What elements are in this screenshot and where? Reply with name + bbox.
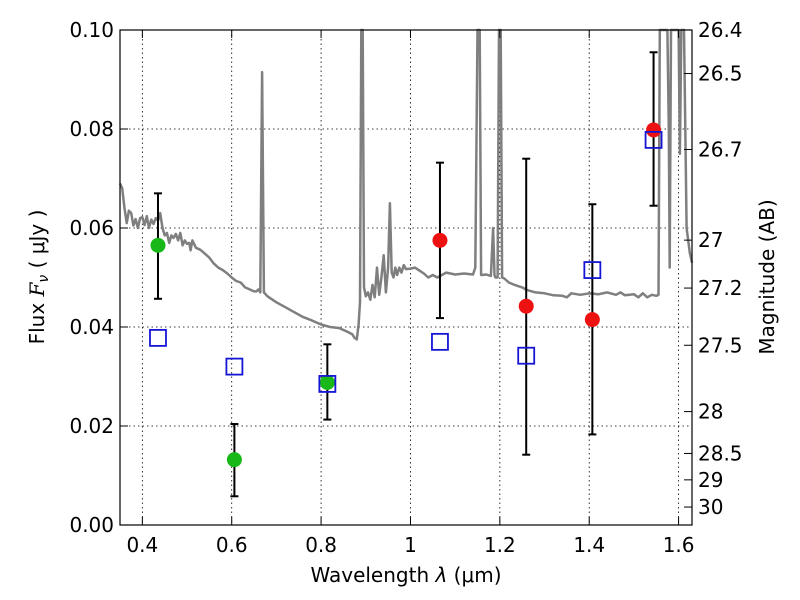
sed-model-curve bbox=[118, 28, 694, 341]
axis-ticks: 0.4 0.6 0.8 1 1.2 1.4 1.6 0.00 0.02 0.04 0.06 0.08 0… bbox=[69, 18, 742, 557]
observed-flux-point bbox=[432, 232, 448, 248]
magnitude-tick-label: 28.5 bbox=[698, 441, 743, 465]
observed-flux-point bbox=[646, 122, 662, 138]
magnitude-tick-label: 27.5 bbox=[698, 333, 743, 357]
x-tick-label: 0.8 bbox=[305, 533, 337, 557]
y-tick-label: 0.02 bbox=[69, 414, 114, 438]
observed-flux-point bbox=[518, 298, 534, 314]
magnitude-tick-label: 26.4 bbox=[698, 18, 743, 42]
sed-model-layer bbox=[118, 28, 694, 341]
x-tick-label: 1 bbox=[404, 533, 417, 557]
y-axis-label: Flux Fν ( μJy ) bbox=[25, 210, 52, 345]
magnitude-tick-label: 27.2 bbox=[698, 276, 743, 300]
model-photometry-square bbox=[583, 261, 602, 279]
observed-flux-point bbox=[584, 312, 600, 328]
y-tick-label: 0.10 bbox=[69, 18, 114, 42]
observed-flux-point bbox=[319, 374, 335, 390]
magnitude-tick-label: 26.7 bbox=[698, 137, 743, 161]
magnitude-tick-label: 27 bbox=[698, 228, 723, 252]
x-axis-label: Wavelength λ (μm) bbox=[310, 563, 501, 587]
magnitude-tick-label: 26.5 bbox=[698, 62, 743, 86]
y-tick-label: 0.00 bbox=[69, 513, 114, 537]
x-tick-label: 1.6 bbox=[663, 533, 695, 557]
model-photometry-square bbox=[517, 346, 536, 365]
y-tick-label: 0.08 bbox=[69, 117, 114, 141]
model-photometry-square bbox=[318, 375, 337, 393]
x-tick-label: 0.4 bbox=[126, 533, 158, 557]
y-tick-label: 0.04 bbox=[69, 315, 114, 339]
magnitude-axis-label: Magnitude (AB) bbox=[755, 199, 779, 354]
x-tick-label: 1.4 bbox=[573, 533, 605, 557]
model-photometry-square bbox=[225, 357, 244, 376]
observed-points bbox=[150, 122, 662, 468]
magnitude-tick-label: 29 bbox=[698, 468, 723, 492]
x-tick-label: 1.2 bbox=[484, 533, 516, 557]
observed-flux-point bbox=[150, 237, 166, 253]
magnitude-tick-label: 28 bbox=[698, 400, 723, 424]
x-tick-label: 0.6 bbox=[216, 533, 248, 557]
magnitude-tick-label: 30 bbox=[698, 495, 723, 519]
y-tick-label: 0.06 bbox=[69, 216, 114, 240]
model-photometry-square bbox=[644, 130, 663, 149]
model-photometry-points bbox=[149, 130, 663, 393]
model-photometry-square bbox=[431, 332, 449, 351]
observed-flux-point bbox=[226, 452, 242, 468]
plot-frame bbox=[119, 29, 693, 526]
model-photometry-square bbox=[149, 328, 167, 347]
